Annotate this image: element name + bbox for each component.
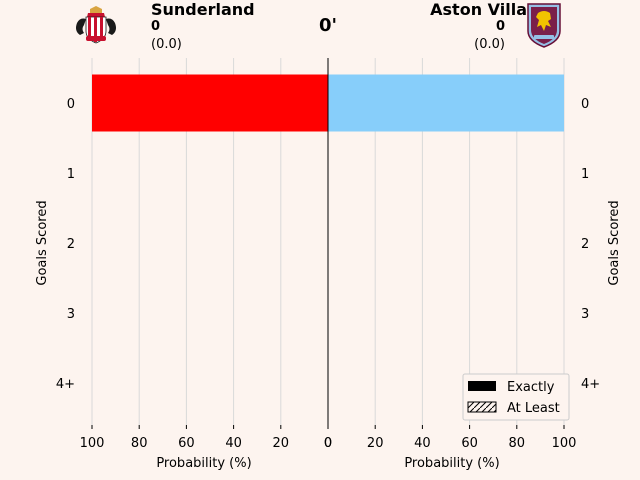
home-team-xg: (0.0) [151,37,182,52]
x-axis-label-left: Probability (%) [156,456,251,471]
away-team-xg: (0.0) [474,37,505,52]
y-tick-label-right: 3 [581,307,589,322]
x-tick-label-right: 80 [509,436,526,451]
y-tick-label-left: 1 [67,167,75,182]
y-tick-label-right: 4+ [581,377,600,392]
home-team-name: Sunderland [151,0,255,19]
x-tick-label-left: 0 [324,436,332,451]
y-tick-label-left: 4+ [56,377,75,392]
legend-label-at-least: At Least [507,401,560,416]
x-tick-label-right: 20 [367,436,384,451]
home-team-crest [76,6,116,44]
away-team-crest [527,3,561,48]
y-axis-label-right: Goals Scored [607,200,622,285]
bar-home-0 [92,74,328,132]
x-tick-label-right: 60 [461,436,478,451]
x-axis-label-right: Probability (%) [404,456,499,471]
away-team-name: Aston Villa [430,0,527,19]
bar-away-0 [328,74,564,132]
match-minute: 0' [318,15,338,36]
y-tick-label-right: 0 [581,97,589,112]
legend-swatch-at-least [467,401,497,413]
y-axis-label-left: Goals Scored [35,200,50,285]
away-team-goals: 0 [495,19,505,34]
y-tick-label-right: 2 [581,237,589,252]
x-tick-label-left: 60 [178,436,195,451]
x-tick-label-left: 100 [80,436,105,451]
x-tick-label-right: 100 [552,436,577,451]
x-tick-label-right: 0 [324,436,332,451]
home-team-goals: 0 [151,19,161,34]
legend-swatch-exactly [468,381,496,391]
x-tick-label-left: 80 [131,436,148,451]
legend-label-exactly: Exactly [507,380,555,395]
y-tick-label-left: 3 [67,307,75,322]
y-tick-label-left: 2 [67,237,75,252]
x-tick-label-right: 40 [414,436,431,451]
y-tick-label-right: 1 [581,167,589,182]
x-tick-label-left: 20 [273,436,290,451]
y-tick-label-left: 0 [67,97,75,112]
x-tick-label-left: 40 [225,436,242,451]
